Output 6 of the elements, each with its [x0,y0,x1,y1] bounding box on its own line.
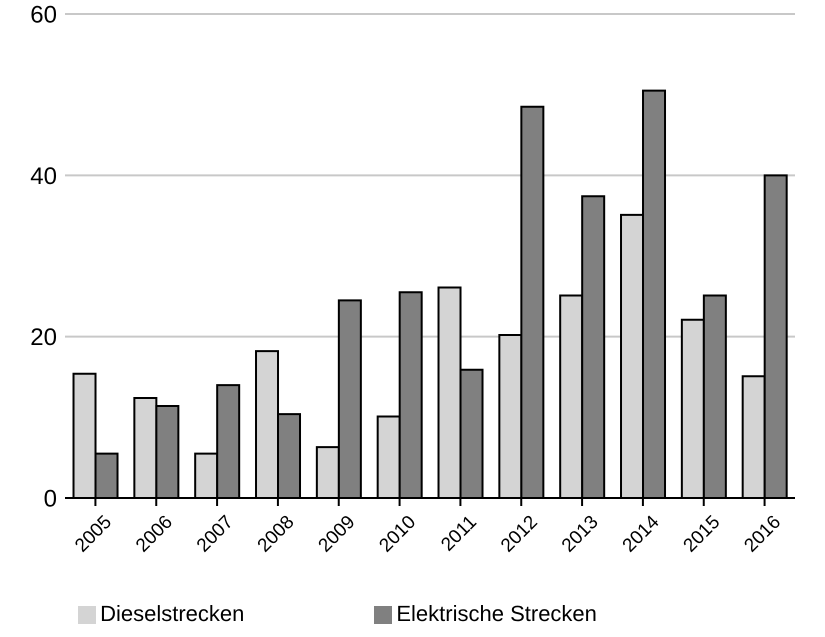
legend-label: Elektrische Strecken [396,601,597,626]
y-tick-label: 20 [30,324,57,352]
y-tick-label: 0 [44,486,57,513]
y-tick-label: 40 [30,162,57,190]
legend-label: Dieselstrecken [100,601,244,626]
y-tick-label: 60 [30,2,57,29]
